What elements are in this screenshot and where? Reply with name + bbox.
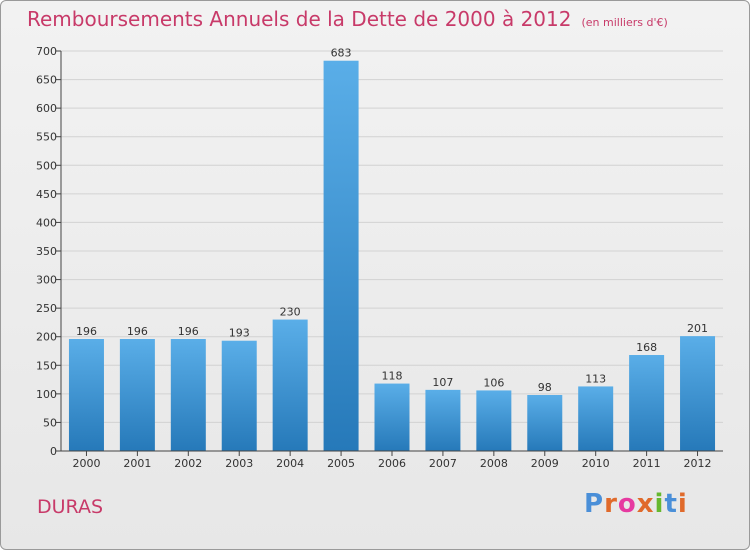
x-tick-label: 2007 xyxy=(429,457,457,470)
data-label: 106 xyxy=(483,376,504,389)
data-label: 107 xyxy=(432,376,453,389)
chart-title: Remboursements Annuels de la Dette de 20… xyxy=(27,7,668,31)
x-tick-label: 2001 xyxy=(123,457,151,470)
y-tick-label: 700 xyxy=(36,45,57,58)
x-tick-label: 2005 xyxy=(327,457,355,470)
y-tick-label: 50 xyxy=(43,416,57,429)
y-tick-label: 300 xyxy=(36,274,57,287)
bar xyxy=(629,355,665,451)
logo-letter: o xyxy=(617,489,637,519)
y-tick-label: 650 xyxy=(36,74,57,87)
y-tick-label: 250 xyxy=(36,302,57,315)
title-unit: (en milliers d'€) xyxy=(581,16,668,29)
data-label: 196 xyxy=(76,325,97,338)
logo-letter: x xyxy=(636,489,655,519)
x-tick-label: 2003 xyxy=(225,457,253,470)
x-tick-label: 2004 xyxy=(276,457,304,470)
y-tick-label: 0 xyxy=(50,445,57,458)
x-tick-label: 2000 xyxy=(72,457,100,470)
data-label: 683 xyxy=(331,47,352,60)
logo-letter: i xyxy=(654,489,665,519)
x-tick-label: 2012 xyxy=(684,457,712,470)
y-tick-label: 500 xyxy=(36,159,57,172)
bar xyxy=(170,339,206,451)
y-tick-label: 600 xyxy=(36,102,57,115)
axis-layer: 0 50 100 150 200 250 300 350 400 450 500 550 600 650 7… xyxy=(36,45,723,470)
logo-letter: r xyxy=(604,489,618,519)
y-tick-label: 100 xyxy=(36,388,57,401)
x-tick-label: 2008 xyxy=(480,457,508,470)
y-tick-label: 150 xyxy=(36,359,57,372)
commune-name: DURAS xyxy=(37,496,104,518)
x-tick-label: 2006 xyxy=(378,457,406,470)
bar-layer: 196 196 196 193 230 683 118 107 106 98 113 168 201 xyxy=(68,47,716,451)
title-text: Remboursements Annuels de la Dette de 20… xyxy=(27,7,572,31)
logo-letter: t xyxy=(664,489,678,519)
y-tick-label: 400 xyxy=(36,216,57,229)
bar xyxy=(578,386,614,451)
y-tick-label: 550 xyxy=(36,131,57,144)
bar xyxy=(119,339,155,451)
bar xyxy=(425,389,461,451)
y-tick-label: 200 xyxy=(36,331,57,344)
bar xyxy=(527,395,563,451)
data-label: 196 xyxy=(127,325,148,338)
bar xyxy=(221,340,257,451)
bar xyxy=(374,383,410,451)
data-label: 193 xyxy=(229,327,250,340)
data-label: 98 xyxy=(538,381,552,394)
bar xyxy=(680,336,716,451)
data-label: 196 xyxy=(178,325,199,338)
x-tick-label: 2010 xyxy=(582,457,610,470)
logo-letter: i xyxy=(677,489,688,519)
y-tick-label: 350 xyxy=(36,245,57,258)
data-label: 118 xyxy=(382,370,403,383)
bar xyxy=(68,339,104,451)
proxiti-logo: Proxiti xyxy=(584,489,688,519)
x-tick-label: 2011 xyxy=(633,457,661,470)
x-tick-label: 2009 xyxy=(531,457,559,470)
data-label: 230 xyxy=(280,306,301,319)
x-tick-label: 2002 xyxy=(174,457,202,470)
data-label: 201 xyxy=(687,322,708,335)
bar xyxy=(323,60,359,451)
data-label: 168 xyxy=(636,341,657,354)
bar xyxy=(272,319,308,451)
logo-letter: P xyxy=(584,489,605,519)
y-tick-label: 450 xyxy=(36,188,57,201)
bar xyxy=(476,390,512,451)
data-label: 113 xyxy=(585,372,606,385)
